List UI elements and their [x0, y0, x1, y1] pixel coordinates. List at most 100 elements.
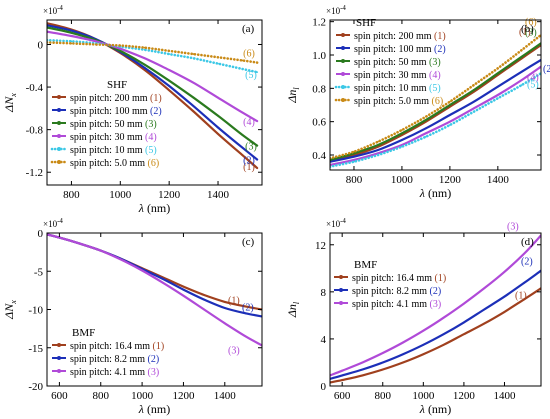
x-axis-label: λ (nm) [138, 402, 171, 416]
legend-label: spin pitch: 10 mm (5) [70, 145, 157, 156]
data-point [353, 150, 355, 153]
data-point [70, 40, 73, 43]
exponent-label: ×10-4 [43, 4, 63, 16]
data-point [120, 258, 123, 261]
legend-marker [341, 85, 345, 89]
data-point [483, 287, 486, 290]
legend-marker [57, 369, 61, 373]
legend: BMF spin pitch: 16.4 mm (1) spin pitch: 8.… [52, 327, 164, 378]
y-axis-label: Δnl [285, 87, 301, 104]
data-point [353, 159, 355, 161]
legend-label: spin pitch: 50 mm (3) [70, 119, 157, 130]
y-tick-label: 12 [315, 240, 326, 252]
data-point [192, 53, 195, 55]
y-tick-label: 0 [38, 39, 44, 51]
data-point [463, 321, 465, 324]
data-point [168, 89, 171, 92]
data-point [143, 67, 146, 69]
data-point [361, 368, 364, 371]
data-point [483, 322, 486, 325]
panel-label: (b) [521, 23, 534, 35]
series-group [330, 33, 541, 168]
data-point [241, 146, 244, 149]
series-tag: (2) [243, 155, 255, 166]
data-point [244, 305, 247, 308]
series-tag: (4) [527, 73, 539, 84]
panel-label: (a) [242, 23, 255, 35]
legend-label: spin pitch: 8.2 mm (2) [70, 354, 159, 365]
legend-label: spin pitch: 8.2 mm (2) [352, 286, 441, 297]
series-line-4 [47, 30, 259, 123]
data-point [244, 312, 247, 315]
data-point [425, 135, 427, 138]
y-tick-label: 0.6 [312, 117, 326, 129]
y-tick-label: -5 [34, 266, 44, 278]
panel-label: (d) [521, 236, 534, 248]
legend-title: BMF [354, 259, 377, 271]
data-point [402, 361, 404, 364]
data-point [161, 281, 164, 284]
data-point [448, 100, 451, 103]
series-line-1 [330, 43, 541, 162]
data-point [520, 79, 523, 81]
x-tick-label: 1400 [487, 174, 510, 186]
data-point [256, 144, 259, 147]
data-point [168, 85, 171, 87]
data-point [203, 298, 206, 301]
x-tick-label: 800 [63, 189, 80, 201]
x-tick-label: 800 [375, 390, 392, 402]
x-tick-label: 1000 [412, 390, 435, 402]
legend-marker [339, 288, 343, 292]
legend-label: spin pitch: 200 mm (1) [354, 31, 446, 42]
legend-label: spin pitch: 30 mm (4) [70, 132, 157, 143]
x-tick-label: 1000 [131, 390, 154, 402]
series-tag: (2) [242, 302, 254, 313]
y-tick-label: 0 [38, 228, 44, 240]
legend-marker [57, 134, 61, 138]
data-point [217, 114, 219, 117]
data-point [203, 308, 206, 311]
y-tick-label: 0 [321, 381, 327, 393]
data-point [70, 35, 73, 37]
data-point [422, 343, 425, 346]
data-point [119, 47, 122, 50]
data-point [448, 120, 451, 123]
data-point [192, 105, 195, 108]
legend-marker [341, 46, 345, 50]
legend-label: spin pitch: 5.0 mm (6) [354, 96, 443, 107]
legend-marker [57, 343, 61, 347]
legend-label: spin pitch: 4.1 mm (3) [70, 367, 159, 378]
y-tick-label: 1.2 [312, 17, 326, 29]
data-point [241, 59, 244, 62]
data-point [217, 133, 219, 135]
legend-label: spin pitch: 100 mm (2) [70, 106, 162, 117]
legend-label: spin pitch: 10 mm (5) [354, 83, 441, 94]
x-tick-label: 1200 [158, 189, 181, 201]
y-tick-label: 0.8 [312, 83, 326, 95]
data-point [192, 96, 195, 99]
series-line-6 [47, 41, 259, 64]
data-point [143, 48, 146, 51]
data-point [520, 70, 523, 73]
data-point [141, 269, 143, 272]
data-point [377, 154, 379, 156]
series-line-3 [47, 26, 259, 147]
data-point [402, 341, 404, 344]
data-point [217, 96, 219, 99]
y-axis-label: ΔNx [2, 93, 18, 113]
panel-b: (1) (2) (3) (4)(5) (6) 800 1000 1200 1400 0.4 0.6 0… [285, 4, 550, 200]
data-point [401, 139, 403, 141]
legend-title: SHF [107, 79, 127, 91]
data-point [496, 94, 499, 96]
series-line-3 [330, 42, 541, 162]
data-point [244, 335, 247, 338]
data-point [168, 79, 171, 82]
data-point [448, 114, 451, 116]
x-tick-label: 800 [346, 174, 363, 186]
panel-d: (1) (2) (3) 600 800 1000 1200 1400 0 4 8 12×10-4 (d)… [285, 217, 542, 416]
data-point [422, 329, 425, 332]
data-point [70, 42, 73, 45]
legend-label: spin pitch: 100 mm (2) [354, 44, 446, 55]
data-point [448, 124, 451, 126]
